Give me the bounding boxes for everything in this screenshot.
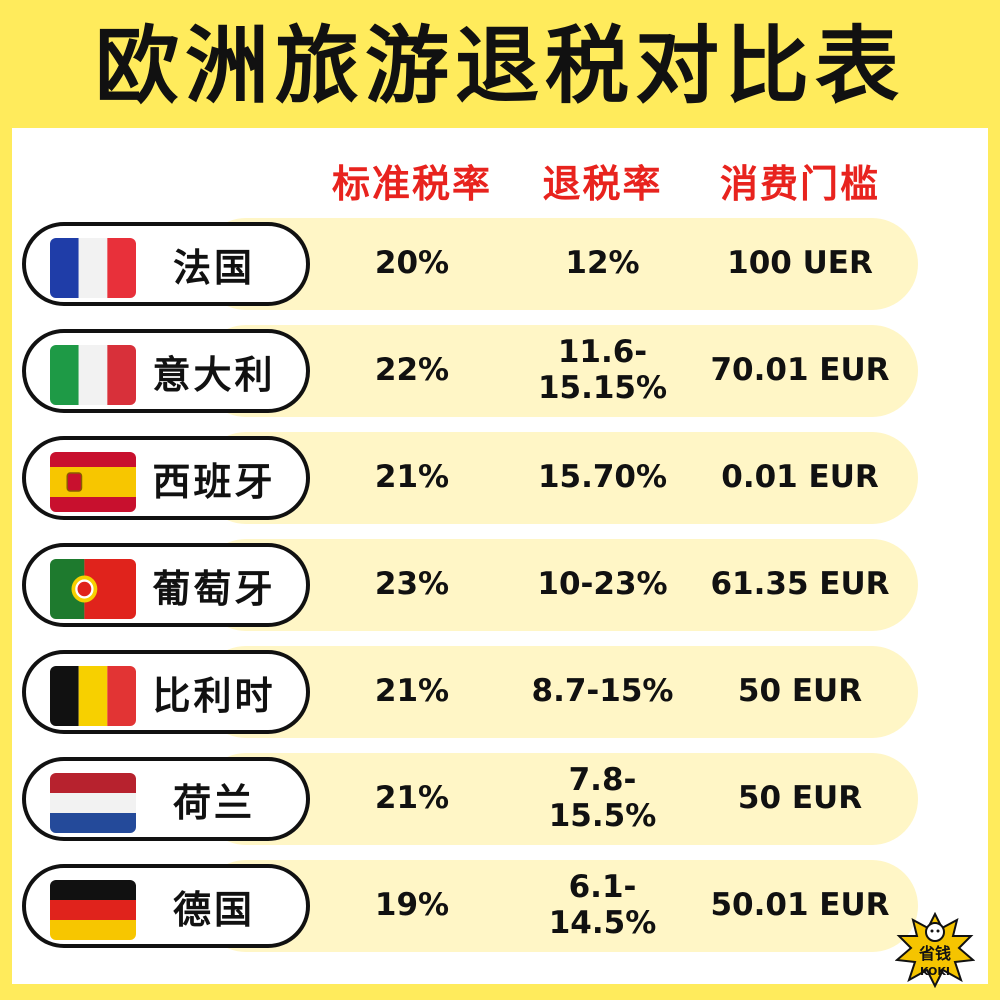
standard-rate-cell: 21% xyxy=(374,459,450,496)
country-pill: 西班牙 xyxy=(22,436,310,520)
table-row xyxy=(200,218,918,310)
country-name: 葡萄牙 xyxy=(152,566,276,611)
country-name: 德国 xyxy=(172,887,255,932)
country-name: 意大利 xyxy=(152,352,276,397)
table-row xyxy=(200,539,918,631)
svg-text:KOKI: KOKI xyxy=(920,965,950,978)
standard-rate-cell: 19% xyxy=(374,887,450,924)
belgium-flag-icon xyxy=(50,666,136,726)
country-pill: 意大利 xyxy=(22,329,310,413)
threshold-cell: 70.01 EUR xyxy=(710,352,890,389)
mascot-logo-icon: 省钱 KOKI xyxy=(895,912,975,988)
country-pill: 法国 xyxy=(22,222,310,306)
header-standard-rate: 标准税率 xyxy=(331,161,492,206)
table-row xyxy=(200,432,918,524)
threshold-cell: 0.01 EUR xyxy=(721,459,879,496)
standard-rate-cell: 20% xyxy=(374,245,450,282)
country-pill: 葡萄牙 xyxy=(22,543,310,627)
header-threshold: 消费门槛 xyxy=(719,161,880,206)
spain-flag-icon xyxy=(50,452,136,512)
threshold-cell: 61.35 EUR xyxy=(710,566,890,603)
threshold-cell: 50 EUR xyxy=(737,780,863,817)
threshold-cell: 50.01 EUR xyxy=(710,887,890,924)
italy-flag-icon xyxy=(50,345,136,405)
threshold-cell: 50 EUR xyxy=(737,673,863,710)
netherlands-flag-icon xyxy=(50,773,136,833)
refund-rate-cell: 10-23% xyxy=(537,566,668,603)
table-row xyxy=(200,646,918,738)
refund-rate-cell: 15.70% xyxy=(537,459,668,496)
country-pill: 荷兰 xyxy=(22,757,310,841)
country-name: 法国 xyxy=(172,245,255,290)
portugal-flag-icon xyxy=(50,559,136,619)
country-name: 比利时 xyxy=(152,673,276,718)
page-title: 欧洲旅游退税对比表 xyxy=(94,16,905,115)
country-name: 西班牙 xyxy=(152,459,276,504)
country-pill: 德国 xyxy=(22,864,310,948)
standard-rate-cell: 21% xyxy=(374,780,450,817)
refund-rate-cell: 11.6- 15.15% xyxy=(537,334,668,406)
refund-rate-cell: 12% xyxy=(565,245,640,282)
refund-rate-cell: 8.7-15% xyxy=(531,673,674,710)
threshold-cell: 100 UER xyxy=(727,245,873,282)
country-pill: 比利时 xyxy=(22,650,310,734)
france-flag-icon xyxy=(50,238,136,298)
svg-text:省钱: 省钱 xyxy=(918,944,951,963)
standard-rate-cell: 21% xyxy=(374,673,450,710)
country-name: 荷兰 xyxy=(172,780,255,825)
germany-flag-icon xyxy=(50,880,136,940)
table-row xyxy=(200,325,918,417)
refund-rate-cell: 6.1- 14.5% xyxy=(548,869,657,941)
refund-rate-cell: 7.8- 15.5% xyxy=(548,762,657,834)
table-row xyxy=(200,753,918,845)
header-refund-rate: 退税率 xyxy=(542,161,663,206)
standard-rate-cell: 22% xyxy=(374,352,450,389)
table-row xyxy=(200,860,918,952)
standard-rate-cell: 23% xyxy=(374,566,450,603)
